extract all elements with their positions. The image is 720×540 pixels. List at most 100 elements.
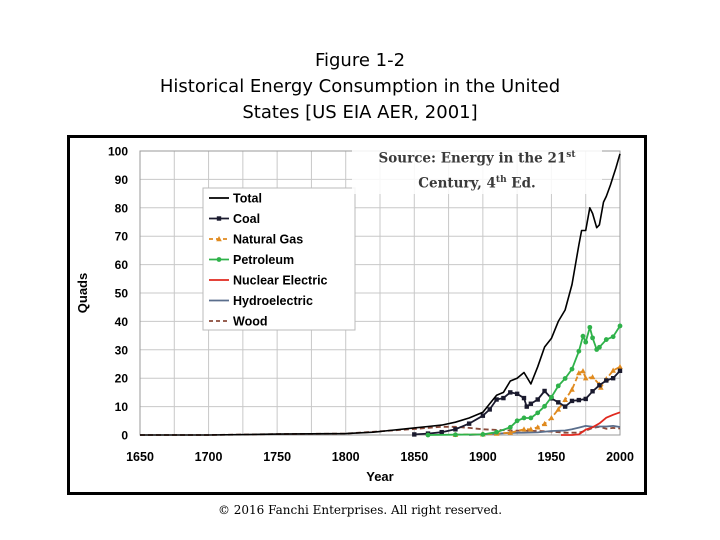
legend-label-wood: Wood bbox=[233, 315, 267, 329]
data-point-coal bbox=[590, 389, 595, 394]
data-point-natural_gas bbox=[521, 426, 527, 432]
data-point-petroleum bbox=[587, 324, 593, 330]
data-point-coal bbox=[535, 397, 540, 402]
y-tick-label: 30 bbox=[115, 343, 129, 357]
x-tick-label: 1800 bbox=[332, 450, 360, 464]
series-line-nuclear bbox=[561, 411, 621, 436]
data-point-petroleum bbox=[569, 366, 575, 372]
data-point-natural_gas bbox=[528, 426, 534, 432]
data-point-petroleum bbox=[453, 432, 458, 438]
data-point-petroleum bbox=[480, 432, 486, 437]
legend-label-petroleum: Petroleum bbox=[233, 253, 294, 267]
data-point-petroleum bbox=[528, 415, 534, 421]
y-tick-label: 90 bbox=[115, 173, 129, 187]
data-point-natural_gas bbox=[534, 424, 541, 430]
data-point-coal bbox=[412, 432, 417, 437]
data-point-coal bbox=[524, 404, 529, 409]
y-tick-label: 40 bbox=[115, 315, 129, 329]
source-note-part3: Ed. bbox=[506, 175, 536, 191]
data-point-petroleum bbox=[514, 418, 520, 424]
figure-title: Figure 1‑2 Historical Energy Consumption… bbox=[0, 48, 720, 126]
data-point-natural_gas bbox=[548, 414, 555, 421]
data-point-petroleum bbox=[590, 335, 595, 341]
figure-number: Figure 1‑2 bbox=[314, 50, 406, 71]
data-point-petroleum bbox=[549, 394, 554, 400]
y-tick-label: 100 bbox=[108, 145, 128, 159]
data-point-petroleum bbox=[580, 333, 586, 339]
data-point-natural_gas bbox=[555, 406, 562, 412]
legend-marker-natural_gas bbox=[216, 236, 222, 242]
y-tick-label: 10 bbox=[115, 400, 129, 414]
legend-label-nuclear: Nuclear Electric bbox=[233, 274, 328, 288]
data-point-coal bbox=[466, 421, 472, 426]
data-point-coal bbox=[617, 368, 623, 374]
data-point-petroleum bbox=[507, 424, 513, 430]
data-point-coal bbox=[583, 396, 588, 402]
data-point-coal bbox=[480, 413, 486, 418]
legend-label-coal: Coal bbox=[233, 212, 260, 226]
data-point-coal bbox=[508, 390, 513, 395]
y-tick-label: 60 bbox=[115, 258, 129, 272]
figure-caption-line-1: Historical Energy Consumption in the Uni… bbox=[159, 76, 561, 97]
data-point-petroleum bbox=[610, 334, 616, 340]
y-tick-label: 80 bbox=[115, 201, 129, 215]
data-point-petroleum bbox=[521, 415, 527, 421]
data-point-natural_gas bbox=[580, 368, 586, 374]
source-note-part1: Source: Energy in the 21 bbox=[378, 150, 567, 167]
data-point-natural_gas bbox=[541, 420, 548, 427]
source-note-part2: Century, 4 bbox=[418, 175, 496, 191]
data-point-natural_gas bbox=[610, 367, 616, 373]
data-point-coal bbox=[514, 391, 520, 397]
source-note-sup1: st bbox=[566, 150, 576, 160]
figure-caption-line-2: States [US EIA AER, 2001] bbox=[242, 102, 478, 123]
data-point-coal bbox=[528, 401, 534, 406]
data-point-coal bbox=[576, 397, 582, 403]
y-tick-label: 0 bbox=[121, 429, 128, 443]
data-point-coal bbox=[439, 429, 444, 435]
data-point-petroleum bbox=[555, 383, 561, 389]
data-point-coal bbox=[562, 404, 568, 409]
legend-marker-petroleum bbox=[216, 257, 222, 262]
legend-marker-coal bbox=[216, 216, 222, 221]
x-axis-label: Year bbox=[366, 469, 393, 484]
source-note-sup2: th bbox=[495, 174, 507, 185]
data-point-petroleum bbox=[583, 339, 589, 345]
data-point-petroleum bbox=[603, 337, 609, 342]
y-tick-label: 50 bbox=[115, 287, 129, 301]
data-point-coal bbox=[494, 397, 499, 402]
data-point-coal bbox=[487, 407, 492, 412]
x-tick-label: 1850 bbox=[400, 450, 428, 464]
series-line-total bbox=[140, 153, 621, 436]
x-tick-label: 1950 bbox=[538, 450, 566, 464]
data-point-coal bbox=[453, 427, 458, 432]
data-point-coal bbox=[610, 376, 616, 381]
copyright-notice: © 2016 Fanchi Enterprises. All right res… bbox=[217, 503, 503, 517]
legend-label-natural_gas: Natural Gas bbox=[233, 233, 303, 247]
x-tick-label: 1700 bbox=[195, 450, 223, 464]
data-point-coal bbox=[597, 383, 602, 388]
data-point-petroleum bbox=[535, 410, 541, 416]
data-point-natural_gas bbox=[562, 396, 568, 402]
source-note: Source: Energy in the 21st Century, 4th … bbox=[352, 145, 602, 194]
data-point-coal bbox=[556, 400, 561, 405]
x-tick-label: 2000 bbox=[606, 450, 634, 464]
data-point-petroleum bbox=[617, 323, 623, 329]
y-axis-label: Quads bbox=[75, 273, 90, 313]
data-point-petroleum bbox=[576, 348, 582, 354]
x-tick-label: 1900 bbox=[469, 450, 497, 464]
legend-label-hydro: Hydroelectric bbox=[233, 294, 313, 308]
data-point-petroleum bbox=[562, 376, 568, 381]
x-tick-label: 1650 bbox=[126, 450, 154, 464]
data-point-coal bbox=[501, 395, 506, 401]
data-point-coal bbox=[521, 395, 527, 401]
data-point-petroleum bbox=[425, 432, 431, 438]
data-point-natural_gas bbox=[569, 386, 575, 392]
data-point-coal bbox=[569, 398, 575, 404]
x-tick-label: 1750 bbox=[263, 450, 291, 464]
data-point-petroleum bbox=[542, 403, 547, 409]
y-tick-label: 20 bbox=[115, 372, 129, 386]
data-point-natural_gas bbox=[617, 363, 623, 370]
legend-label-total: Total bbox=[233, 192, 262, 206]
data-point-coal bbox=[604, 378, 609, 383]
